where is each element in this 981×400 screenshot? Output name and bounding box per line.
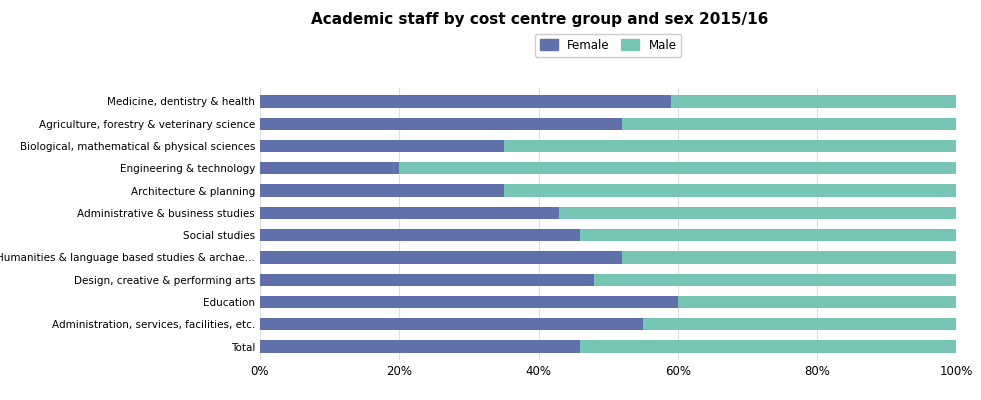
- Bar: [644, 318, 956, 330]
- Bar: [671, 95, 956, 108]
- Bar: [260, 184, 504, 197]
- Bar: [260, 251, 622, 264]
- Bar: [260, 296, 678, 308]
- Bar: [594, 274, 956, 286]
- Bar: [260, 140, 504, 152]
- Legend: Female, Male: Female, Male: [535, 34, 682, 56]
- Bar: [399, 162, 956, 174]
- Bar: [622, 118, 956, 130]
- Bar: [504, 184, 956, 197]
- Bar: [260, 162, 399, 174]
- Bar: [622, 251, 956, 264]
- Bar: [260, 318, 644, 330]
- Bar: [260, 274, 594, 286]
- Text: Academic staff by cost centre group and sex 2015/16: Academic staff by cost centre group and …: [311, 12, 768, 27]
- Bar: [581, 340, 956, 353]
- Bar: [260, 95, 671, 108]
- Bar: [678, 296, 956, 308]
- Bar: [581, 229, 956, 241]
- Bar: [260, 118, 622, 130]
- Bar: [559, 207, 956, 219]
- Bar: [260, 229, 581, 241]
- Bar: [260, 340, 581, 353]
- Bar: [504, 140, 956, 152]
- Bar: [260, 207, 559, 219]
